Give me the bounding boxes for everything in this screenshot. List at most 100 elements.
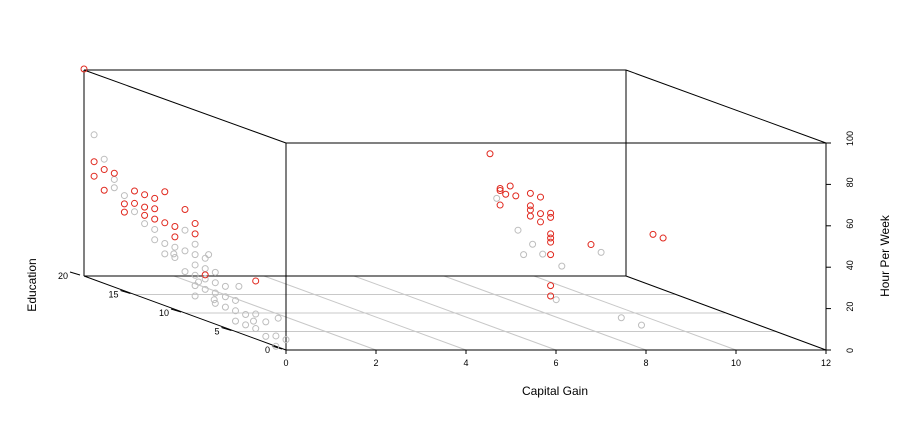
data-point [90, 172, 98, 180]
data-point [232, 317, 239, 325]
x-tick-label: 6 [553, 358, 558, 368]
box-bottom-right-depth-edge [625, 275, 827, 351]
data-point [141, 203, 149, 211]
data-point [537, 193, 544, 201]
x-tick-label: 4 [463, 358, 468, 368]
data-point [526, 206, 534, 214]
data-point [191, 271, 199, 279]
data-point [274, 314, 282, 322]
data-point [558, 262, 566, 270]
data-point [587, 241, 595, 249]
data-point [211, 289, 219, 297]
data-point [161, 219, 169, 227]
data-point [252, 277, 260, 285]
y-tick-label: 15 [108, 290, 118, 300]
x-tick-label: 10 [731, 358, 741, 368]
data-point [537, 218, 544, 226]
x-tick-label: 0 [283, 358, 288, 368]
y-tick-mark [120, 290, 131, 294]
data-point [210, 296, 218, 304]
data-point [120, 200, 128, 208]
data-point [617, 314, 625, 322]
data-point [201, 271, 209, 279]
data-point [496, 187, 504, 195]
data-point [151, 236, 159, 244]
data-point [181, 268, 189, 276]
y-tick-label: 5 [214, 327, 219, 337]
data-point [232, 296, 239, 304]
box-top-left-depth-edge [83, 69, 287, 144]
data-point [221, 293, 229, 301]
data-point [506, 182, 514, 190]
data-point [181, 247, 189, 255]
data-point [597, 248, 605, 256]
data-point [191, 251, 199, 259]
data-point [100, 186, 108, 194]
data-point [90, 158, 98, 166]
data-point [547, 251, 555, 259]
data-point [131, 187, 138, 195]
data-point [120, 208, 128, 216]
data-point [526, 202, 534, 210]
data-points [80, 65, 667, 350]
data-point [90, 131, 98, 139]
data-point [201, 275, 209, 283]
data-point [131, 208, 138, 216]
data-point [170, 250, 178, 258]
data-point [235, 282, 243, 290]
data-point [191, 220, 199, 228]
data-point [141, 191, 149, 199]
data-point [486, 150, 494, 158]
z-tick-label: 0 [845, 348, 855, 353]
x-tick-label: 2 [373, 358, 378, 368]
data-point [141, 211, 149, 219]
data-point [110, 175, 118, 183]
data-point [221, 282, 229, 290]
data-point [493, 194, 501, 202]
data-point [539, 250, 547, 258]
data-point [201, 254, 209, 262]
data-point [547, 292, 555, 300]
data-point [151, 205, 159, 213]
z-tick-label: 60 [845, 219, 855, 229]
floor-grid [134, 275, 776, 351]
x-tick-label: 8 [643, 358, 648, 368]
data-point [211, 268, 219, 276]
data-point [161, 240, 169, 247]
y-tick-label: 20 [58, 271, 68, 281]
data-point [272, 342, 280, 350]
data-point [526, 189, 534, 197]
data-point [151, 225, 159, 233]
data-point [181, 206, 189, 213]
data-point [161, 250, 169, 258]
data-point [547, 234, 555, 242]
data-point [496, 201, 504, 209]
z-axis-title: Hour Per Week [878, 214, 892, 297]
data-point [659, 234, 667, 242]
data-point [262, 318, 270, 326]
data-point [649, 230, 657, 238]
data-point [221, 303, 229, 311]
data-point [171, 233, 179, 241]
data-point [141, 220, 149, 228]
data-point [552, 296, 560, 304]
data-point [537, 210, 544, 218]
data-point [529, 240, 537, 248]
y-tick-label: 0 [265, 345, 270, 355]
data-point [80, 65, 88, 73]
data-point [131, 199, 138, 207]
z-tick-label: 100 [845, 131, 855, 146]
data-point [191, 240, 199, 248]
data-point [211, 279, 219, 287]
data-point [181, 226, 189, 234]
data-point [232, 307, 239, 315]
data-point [547, 213, 555, 221]
data-point [282, 336, 290, 344]
z-tick-label: 80 [845, 177, 855, 187]
data-point [151, 194, 159, 202]
data-point [547, 230, 555, 238]
data-point [205, 251, 213, 259]
data-point [547, 238, 555, 246]
data-point [171, 243, 179, 251]
data-point [496, 184, 504, 192]
